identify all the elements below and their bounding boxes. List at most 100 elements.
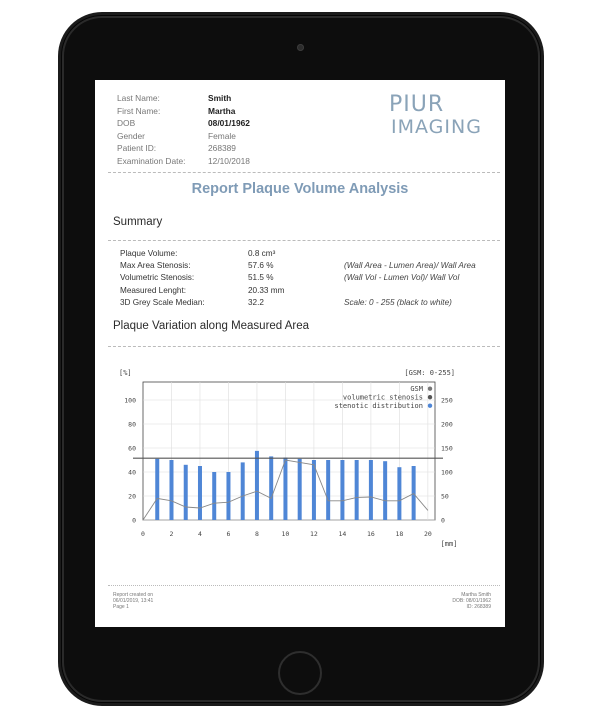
patient-label: First Name: (117, 105, 161, 116)
stenosis-bar (240, 462, 245, 520)
stenosis-bar (212, 472, 217, 520)
camera-icon (297, 44, 304, 51)
stenosis-bar (226, 472, 231, 520)
legend-label: GSM (410, 385, 423, 393)
y-axis-label: [%] (119, 369, 132, 377)
footer-right: Martha Smith DOB: 08/01/1962 ID: 268389 (452, 592, 491, 610)
y2-tick-label: 150 (441, 445, 453, 453)
x-tick-label: 14 (339, 530, 347, 538)
stenosis-bar (197, 466, 202, 520)
y-tick-label: 80 (128, 421, 136, 429)
summary-value: 0.8 cm³ (248, 249, 276, 258)
summary-value: 20.33 mm (248, 285, 285, 295)
report-title: Report Plaque Volume Analysis (191, 181, 409, 197)
patient-value: Female (208, 130, 236, 141)
patient-label: Last Name: (117, 93, 160, 103)
summary-table: Plaque Volume: 0.8 cm³ Max Area Stenosis:… (120, 248, 476, 309)
divider (108, 172, 500, 173)
patient-info: Last Name: Smith First Name: Martha DOB 08/… (117, 92, 250, 167)
patient-row-dob: DOB 08/01/1962 (117, 117, 250, 130)
divider (108, 240, 500, 241)
y2-tick-label: 100 (441, 469, 453, 477)
company-logo: PIUR IMAGING (387, 90, 487, 146)
patient-label: Gender (117, 130, 145, 141)
summary-label: Max Area Stenosis: (120, 261, 191, 271)
legend-label: volumetric stenosis (343, 394, 423, 402)
x-tick-label: 18 (395, 530, 403, 538)
y2-tick-label: 0 (441, 517, 445, 525)
x-tick-label: 16 (367, 530, 375, 538)
stenosis-bar (254, 450, 259, 520)
home-button[interactable] (278, 651, 322, 695)
x-tick-label: 2 (170, 530, 174, 538)
y2-axis-label: [GSM: 0-255] (404, 369, 455, 377)
summary-value: 32.2 (248, 297, 264, 307)
plaque-variation-chart: 0 20 40 60 80 100 0 50 100 150 200 250 0 2 4 6 8 10 12 14 16… (119, 369, 458, 548)
stenosis-bar (311, 460, 316, 520)
summary-note: (Wall Area - Lumen Area)/ Wall Area (344, 261, 476, 271)
stenosis-bar (397, 467, 402, 520)
variation-heading: Plaque Variation along Measured Area (113, 320, 310, 332)
patient-value: Smith (208, 93, 232, 103)
x-axis-label: [mm] (441, 540, 458, 548)
legend-marker (427, 386, 433, 391)
stenosis-bar (297, 458, 302, 520)
footer-left-line: 06/01/2019, 13:41 (113, 598, 154, 604)
stenosis-bar (326, 460, 331, 520)
stenosis-bar (340, 460, 345, 520)
gsm-line (142, 459, 429, 521)
summary-heading: Summary (113, 216, 163, 228)
stenosis-bar (354, 460, 359, 520)
patient-row-first-name: First Name: Martha (117, 105, 250, 118)
summary-label: Plaque Volume: (120, 249, 178, 258)
summary-row: Plaque Volume: 0.8 cm³ (120, 248, 476, 260)
legend-marker (427, 395, 433, 400)
logo-line-1: PIUR (389, 92, 445, 117)
x-tick-label: 8 (255, 530, 259, 538)
legend-label: stenotic distribution (334, 402, 423, 410)
y-tick-label: 100 (124, 397, 136, 405)
y2-tick-label: 200 (441, 421, 453, 429)
patient-label: Patient ID: (117, 143, 157, 153)
patient-row-gender: Gender Female (117, 130, 250, 143)
divider (108, 585, 500, 586)
stenosis-bar (269, 456, 274, 520)
stenosis-bar (169, 460, 174, 520)
summary-row: 3D Grey Scale Median: 32.2 Scale: 0 - 255 … (120, 297, 476, 309)
stenosis-bar (283, 457, 288, 520)
footer-left-line: Report created on (113, 592, 154, 598)
footer-right-line: ID: 268389 (466, 604, 491, 610)
y2-tick-label: 50 (441, 493, 449, 501)
divider (108, 346, 500, 347)
patient-row-id: Patient ID: 268389 (117, 142, 250, 155)
legend-marker (427, 403, 433, 408)
patient-row-exam-date: Examination Date: 12/10/2018 (117, 155, 250, 168)
x-tick-label: 10 (282, 530, 290, 538)
patient-label: Examination Date: (117, 155, 186, 166)
summary-row: Measured Lenght: 20.33 mm (120, 285, 476, 297)
summary-value: 51.5 % (248, 273, 274, 283)
report-document: Last Name: Smith First Name: Martha DOB 08/… (95, 80, 505, 627)
stenosis-bar (411, 466, 416, 520)
patient-value: Martha (208, 105, 236, 116)
footer-right-line: Martha Smith (461, 592, 491, 598)
y-tick-label: 20 (128, 493, 136, 501)
x-tick-label: 12 (310, 530, 318, 538)
y2-tick-label: 250 (441, 397, 453, 405)
x-tick-label: 6 (227, 530, 231, 538)
summary-note: Scale: 0 - 255 (black to white) (344, 297, 452, 307)
footer-left: Report created on 06/01/2019, 13:41 Page… (113, 592, 153, 610)
x-tick-label: 4 (198, 530, 202, 538)
stenosis-bar (155, 458, 160, 520)
summary-label: Measured Lenght: (120, 285, 186, 295)
patient-value: 12/10/2018 (208, 155, 250, 166)
summary-note: (Wall Vol - Lumen Vol)/ Wall Vol (344, 273, 460, 283)
patient-value: 08/01/1962 (208, 118, 250, 128)
stenosis-bar (383, 461, 388, 520)
footer-right-line: DOB: 08/01/1962 (452, 598, 491, 604)
footer-left-line: Page 1 (113, 604, 129, 610)
patient-label: DOB (117, 118, 136, 128)
summary-row: Max Area Stenosis: 57.6 % (Wall Area - Lum… (120, 260, 476, 272)
x-tick-label: 20 (424, 530, 432, 538)
y-tick-label: 0 (132, 517, 136, 525)
